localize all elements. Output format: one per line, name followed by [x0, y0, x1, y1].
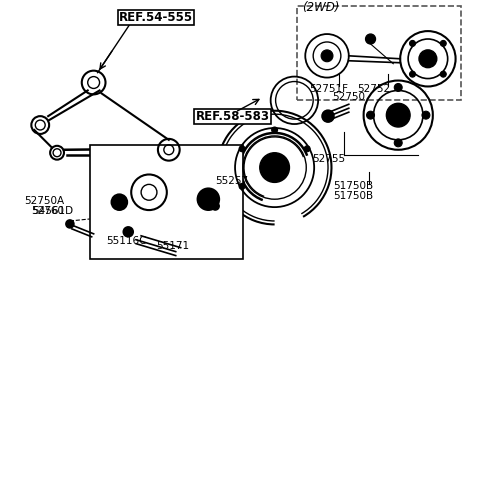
Circle shape: [422, 111, 430, 119]
Circle shape: [239, 146, 245, 152]
Circle shape: [409, 40, 416, 46]
Text: (2WD): (2WD): [302, 1, 340, 14]
Circle shape: [440, 40, 446, 46]
Text: 55116C: 55116C: [107, 236, 147, 246]
Text: 52750A: 52750A: [24, 196, 64, 206]
Circle shape: [366, 34, 375, 44]
Circle shape: [197, 189, 219, 210]
Text: 55257: 55257: [215, 176, 249, 186]
Circle shape: [394, 139, 402, 147]
Circle shape: [440, 71, 446, 77]
Circle shape: [272, 127, 277, 133]
Circle shape: [419, 50, 437, 68]
Bar: [90, 145, 243, 259]
Text: 52755: 52755: [312, 154, 346, 164]
Circle shape: [115, 198, 123, 206]
Bar: [297, 6, 460, 100]
Circle shape: [394, 84, 402, 91]
Circle shape: [111, 194, 127, 210]
Text: 51750B: 51750B: [334, 191, 374, 201]
Circle shape: [123, 227, 133, 237]
Text: 52752: 52752: [357, 85, 390, 94]
Circle shape: [211, 202, 219, 210]
Circle shape: [386, 104, 410, 127]
Circle shape: [239, 183, 245, 190]
Circle shape: [304, 146, 310, 152]
Text: 54561D: 54561D: [32, 206, 73, 216]
Text: 52751F: 52751F: [309, 85, 348, 94]
Circle shape: [409, 71, 416, 77]
Text: REF.54-555: REF.54-555: [119, 11, 193, 24]
Circle shape: [321, 50, 333, 62]
Text: 52760: 52760: [31, 206, 64, 216]
Circle shape: [260, 153, 289, 182]
Circle shape: [367, 111, 374, 119]
Circle shape: [66, 220, 74, 228]
Text: REF.58-583: REF.58-583: [195, 110, 269, 123]
Text: 55171: 55171: [156, 241, 189, 251]
Text: 51750B: 51750B: [334, 181, 374, 191]
Text: 52750: 52750: [332, 92, 365, 103]
Circle shape: [322, 110, 334, 122]
